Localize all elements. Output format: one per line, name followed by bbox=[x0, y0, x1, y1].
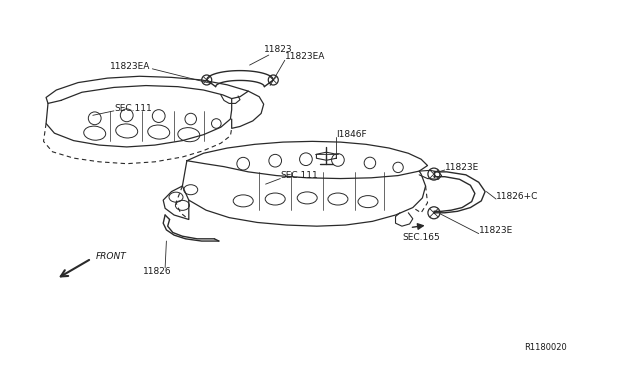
Text: 11823: 11823 bbox=[264, 45, 292, 54]
Text: 11823E: 11823E bbox=[445, 163, 479, 172]
Text: 11823E: 11823E bbox=[479, 226, 513, 235]
Text: 11823EA: 11823EA bbox=[110, 62, 150, 71]
Text: FRONT: FRONT bbox=[96, 252, 127, 261]
Text: 11826+C: 11826+C bbox=[496, 192, 538, 201]
Text: I1846F: I1846F bbox=[336, 130, 367, 139]
Text: 11826: 11826 bbox=[143, 267, 171, 276]
Text: R1180020: R1180020 bbox=[524, 343, 566, 352]
Text: SEC.111: SEC.111 bbox=[280, 171, 318, 180]
Text: SEC.111: SEC.111 bbox=[114, 104, 152, 113]
Text: 11823EA: 11823EA bbox=[285, 52, 325, 61]
Text: SEC.165: SEC.165 bbox=[402, 233, 440, 242]
